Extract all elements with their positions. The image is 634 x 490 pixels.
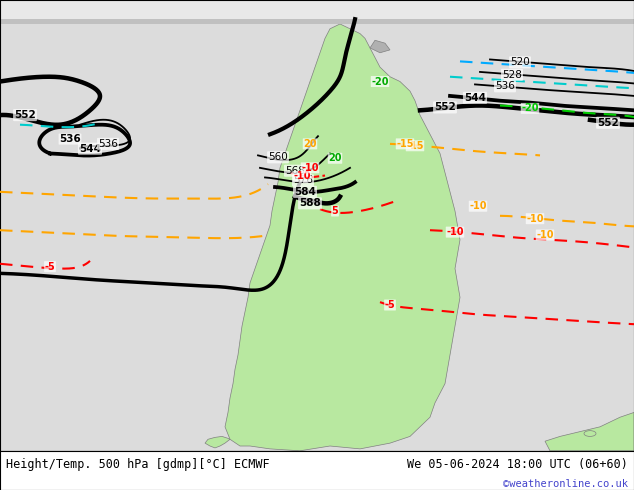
Text: -5: -5 (385, 300, 396, 310)
Polygon shape (0, 19, 634, 24)
Text: -5: -5 (44, 262, 55, 271)
Text: -10: -10 (536, 230, 553, 240)
Text: 588: 588 (299, 198, 321, 208)
Text: 584: 584 (294, 187, 316, 197)
Ellipse shape (584, 431, 596, 437)
Text: 552: 552 (14, 110, 36, 120)
Text: 544: 544 (79, 144, 101, 154)
Text: -20: -20 (372, 76, 389, 87)
Text: 552: 552 (597, 118, 619, 128)
Text: -10: -10 (301, 163, 319, 173)
Text: 568: 568 (285, 166, 305, 176)
Text: 520: 520 (510, 57, 530, 67)
Text: 528: 528 (502, 70, 522, 80)
Text: -10: -10 (526, 214, 544, 224)
Text: We 05-06-2024 18:00 UTC (06+60): We 05-06-2024 18:00 UTC (06+60) (407, 458, 628, 471)
Text: 560: 560 (268, 152, 288, 162)
Polygon shape (205, 437, 230, 448)
Polygon shape (545, 413, 634, 451)
Text: -15: -15 (396, 139, 414, 149)
Text: 536: 536 (495, 81, 515, 91)
Text: ©weatheronline.co.uk: ©weatheronline.co.uk (503, 479, 628, 489)
Text: 20: 20 (328, 153, 342, 163)
Text: -10: -10 (446, 227, 463, 237)
Text: -10: -10 (469, 201, 487, 211)
Text: 576: 576 (293, 175, 313, 185)
Text: -20: -20 (521, 103, 539, 113)
Text: 5: 5 (332, 206, 339, 216)
Text: 536: 536 (59, 134, 81, 144)
Text: -10: -10 (294, 172, 311, 181)
Text: Height/Temp. 500 hPa [gdmp][°C] ECMWF: Height/Temp. 500 hPa [gdmp][°C] ECMWF (6, 458, 270, 471)
Text: -15: -15 (406, 141, 424, 151)
Text: 20: 20 (303, 139, 317, 149)
Text: 536: 536 (98, 139, 118, 149)
Polygon shape (225, 24, 460, 451)
Text: 552: 552 (434, 102, 456, 112)
Text: 544: 544 (464, 93, 486, 103)
Polygon shape (370, 40, 390, 53)
